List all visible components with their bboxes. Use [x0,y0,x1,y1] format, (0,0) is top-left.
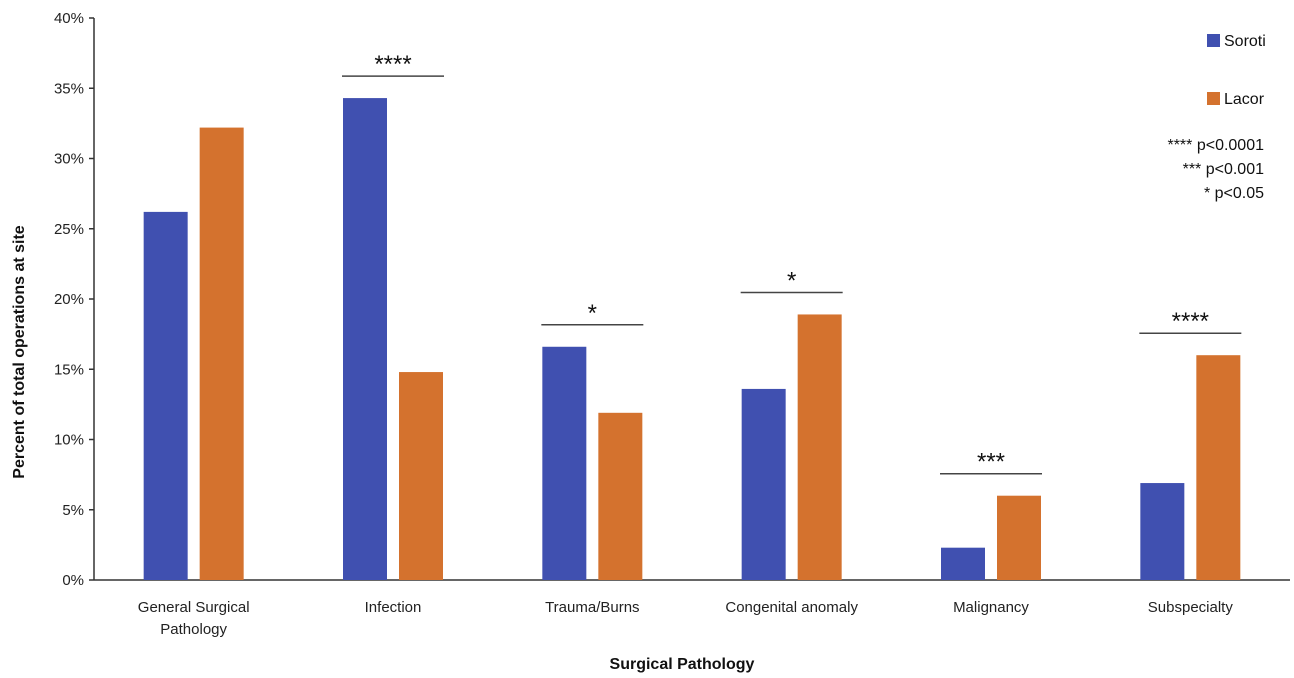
y-tick-label: 10% [54,432,84,449]
y-tick-label: 15% [54,361,84,378]
legend: Soroti Lacor [1207,33,1266,108]
bar-lacor-5 [1196,355,1241,580]
bar-lacor-1 [399,372,443,580]
category-label: Infection [365,599,422,616]
y-ticks: 0% 5% 10% 15% 20% 25% 30% 35% 40% [54,10,94,589]
significance-notes: **** p<0.0001 *** p<0.001 * p<0.05 [1167,137,1264,202]
category-label: General Surgical [138,599,250,616]
bar-lacor-3 [797,314,842,580]
y-tick-label: 25% [54,221,84,238]
category-label: Malignancy [953,599,1029,616]
x-axis-title: Surgical Pathology [610,656,755,673]
bar-soroti-5 [1140,483,1185,580]
category-labels: General Surgical Pathology Infection Trauma… [138,599,1234,638]
category-label: Pathology [160,621,227,638]
y-tick-label: 5% [62,502,84,519]
y-tick-label: 35% [54,80,84,97]
legend-label-lacor: Lacor [1224,91,1265,108]
y-tick-label: 0% [62,572,84,589]
bar-lacor-2 [598,412,643,580]
significance-stars: * [588,300,597,327]
bar-soroti-3 [741,388,786,580]
significance-stars: **** [374,51,411,78]
bar-soroti-2 [542,346,587,580]
y-tick-label: 40% [54,10,84,27]
significance-stars: **** [1172,308,1209,335]
y-tick-label: 30% [54,151,84,168]
legend-swatch-soroti [1207,34,1220,47]
bars [143,98,1241,581]
bar-lacor-0 [199,127,244,580]
category-label: Trauma/Burns [545,599,639,616]
category-label: Subspecialty [1148,599,1234,616]
significance-note: **** p<0.0001 [1167,137,1264,154]
significance-stars: * [787,267,796,294]
bar-soroti-0 [143,211,188,580]
significance-note: *** p<0.001 [1183,161,1265,178]
legend-swatch-lacor [1207,92,1220,105]
y-tick-label: 20% [54,291,84,308]
bar-soroti-1 [343,98,387,581]
significance-note: * p<0.05 [1204,185,1264,202]
category-label: Congenital anomaly [725,599,858,616]
significance-stars: *** [977,449,1005,476]
legend-label-soroti: Soroti [1224,33,1266,50]
y-axis-title: Percent of total operations at site [11,225,28,478]
bar-lacor-4 [997,495,1041,580]
significance-markers: ************* [342,51,1242,476]
bar-soroti-4 [941,547,985,580]
